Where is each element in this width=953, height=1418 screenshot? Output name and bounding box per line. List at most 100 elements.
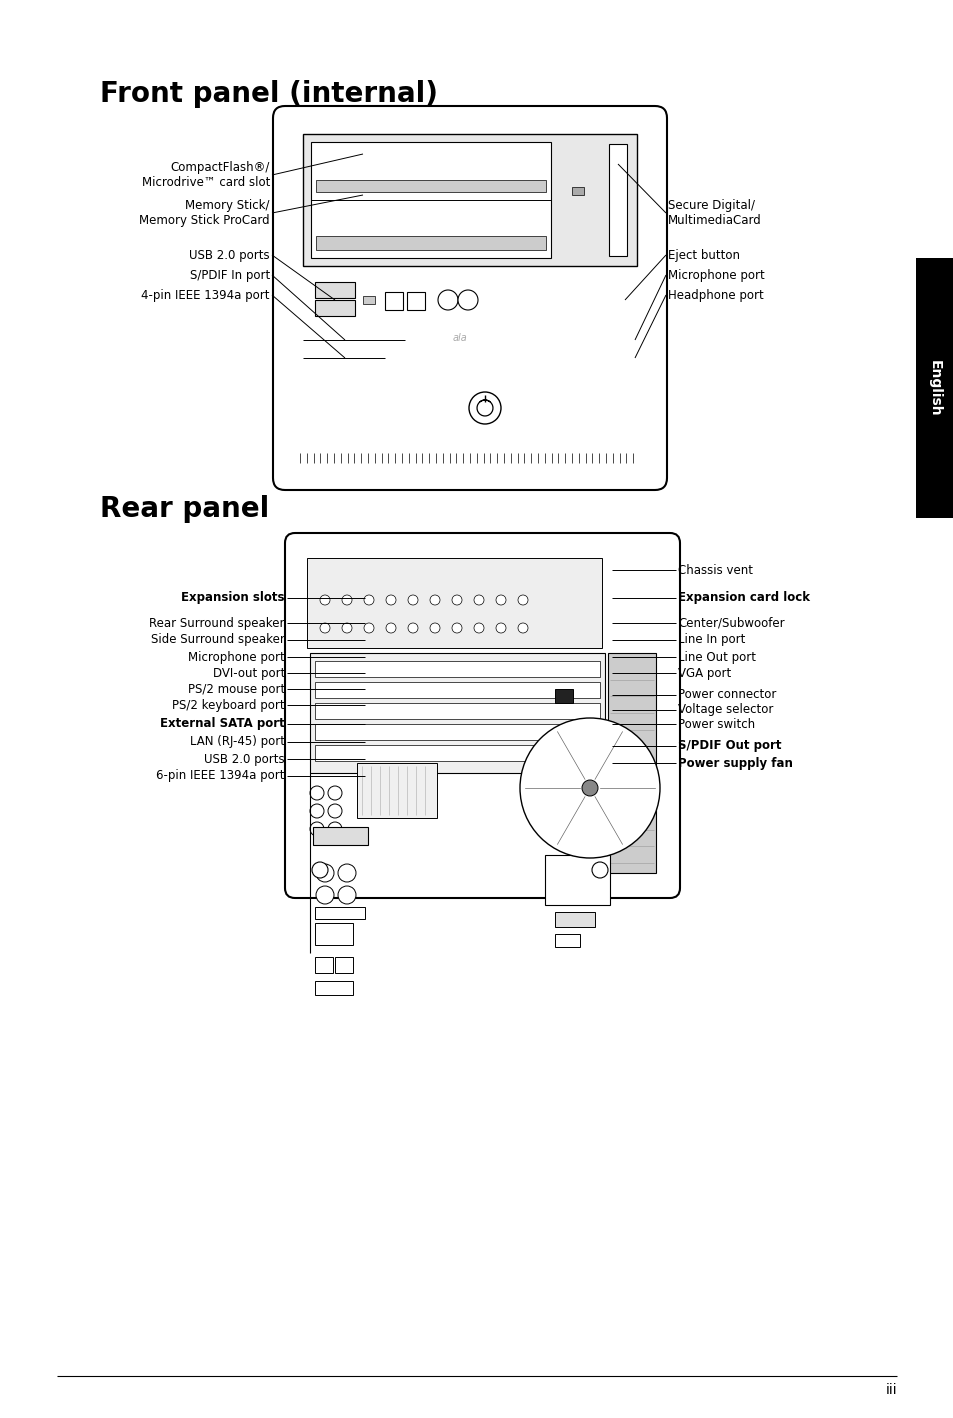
Text: DVI-out port: DVI-out port [213,666,285,679]
Circle shape [581,780,598,795]
Circle shape [337,864,355,882]
Text: Power connector: Power connector [678,689,776,702]
Bar [315,235,545,250]
Circle shape [312,862,328,878]
Circle shape [408,623,417,632]
Bar [572,187,583,196]
Bar [314,957,333,973]
FancyBboxPatch shape [285,533,679,898]
Bar [314,744,599,761]
Circle shape [457,291,477,311]
Bar [310,654,604,773]
Bar [555,912,595,927]
Circle shape [496,623,505,632]
Text: Expansion card lock: Expansion card lock [678,591,809,604]
Bar [307,559,601,648]
Circle shape [386,623,395,632]
Text: ala: ala [452,333,467,343]
Circle shape [452,623,461,632]
Circle shape [386,596,395,605]
Bar [311,142,551,258]
Circle shape [469,391,500,424]
Bar [407,292,424,311]
Bar [314,703,599,719]
Text: Secure Digital/
MultimediaCard: Secure Digital/ MultimediaCard [667,199,760,227]
Bar [315,180,545,191]
Bar [555,827,604,845]
Text: Rear Surround speaker: Rear Surround speaker [150,617,285,630]
Text: USB 2.0 ports: USB 2.0 ports [190,248,270,261]
Circle shape [315,864,334,882]
Circle shape [319,596,330,605]
Text: 6-pin IEEE 1394a port: 6-pin IEEE 1394a port [156,770,285,783]
Text: Expansion slots: Expansion slots [181,591,285,604]
Text: Chassis vent: Chassis vent [678,563,752,577]
Text: Microphone port: Microphone port [667,268,764,282]
Bar [314,661,599,676]
Text: Microphone port: Microphone port [188,651,285,664]
Bar [544,855,609,905]
Circle shape [310,804,324,818]
Circle shape [517,596,527,605]
Circle shape [310,822,324,837]
Text: iii: iii [884,1383,896,1397]
Bar [607,654,656,873]
Text: Rear panel: Rear panel [100,495,269,523]
Text: USB 2.0 ports: USB 2.0 ports [204,753,285,766]
Circle shape [328,786,341,800]
Circle shape [364,596,374,605]
Circle shape [517,623,527,632]
Text: CompactFlash®/
Microdrive™ card slot: CompactFlash®/ Microdrive™ card slot [141,162,270,189]
Text: LAN (RJ-45) port: LAN (RJ-45) port [190,736,285,749]
Bar [303,133,637,267]
Circle shape [337,886,355,905]
Circle shape [474,596,483,605]
Circle shape [430,596,439,605]
Bar [363,296,375,303]
Text: Eject button: Eject button [667,248,740,261]
Text: External SATA port: External SATA port [160,718,285,730]
Circle shape [452,596,461,605]
Bar [314,682,599,698]
Circle shape [437,291,457,311]
Text: Center/Subwoofer: Center/Subwoofer [678,617,783,630]
Bar [915,258,953,518]
Bar [555,689,573,703]
Circle shape [364,623,374,632]
Bar [314,908,365,919]
Circle shape [319,623,330,632]
Circle shape [474,623,483,632]
Circle shape [408,596,417,605]
Bar [608,145,626,257]
Circle shape [519,718,659,858]
Circle shape [496,596,505,605]
Bar [314,301,355,316]
Text: Side Surround speaker: Side Surround speaker [151,634,285,647]
Circle shape [328,804,341,818]
Text: Front panel (internal): Front panel (internal) [100,79,437,108]
Text: Memory Stick/
Memory Stick ProCard: Memory Stick/ Memory Stick ProCard [139,199,270,227]
Text: PS/2 mouse port: PS/2 mouse port [188,682,285,695]
Text: Line In port: Line In port [678,634,744,647]
Text: S/PDIF In port: S/PDIF In port [190,268,270,282]
Bar [314,981,353,995]
Text: Headphone port: Headphone port [667,288,763,302]
Text: 4-pin IEEE 1394a port: 4-pin IEEE 1394a port [141,288,270,302]
Text: Power supply fan: Power supply fan [678,756,792,770]
Circle shape [315,886,334,905]
Bar [314,923,353,944]
Bar [335,957,353,973]
FancyBboxPatch shape [273,106,666,491]
Circle shape [592,862,607,878]
Text: VGA port: VGA port [678,666,731,679]
Bar [314,725,599,740]
Text: PS/2 keyboard port: PS/2 keyboard port [172,699,285,712]
Text: Line Out port: Line Out port [678,651,755,664]
Text: Power switch: Power switch [678,718,755,730]
Bar [356,763,436,818]
Circle shape [341,623,352,632]
Text: Voltage selector: Voltage selector [678,703,773,716]
Bar [314,282,355,298]
Circle shape [310,786,324,800]
Circle shape [328,822,341,837]
